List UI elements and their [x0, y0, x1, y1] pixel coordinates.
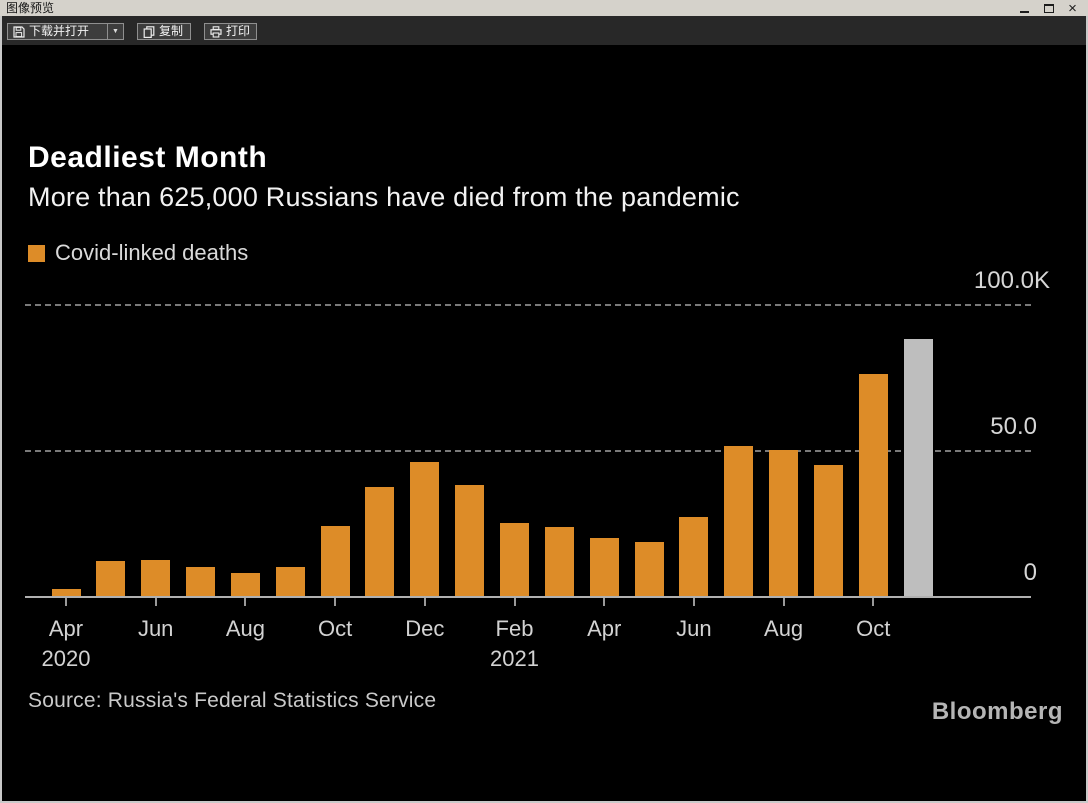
x-tick-year: 2021 [490, 646, 539, 671]
x-tick [782, 598, 785, 606]
print-label: 打印 [226, 24, 251, 38]
print-button[interactable]: 打印 [204, 23, 257, 40]
titlebar[interactable]: 图像预览 × [0, 0, 1088, 16]
close-icon: × [1068, 0, 1077, 17]
bar [769, 450, 799, 596]
minimize-icon [1020, 10, 1029, 13]
x-tick [244, 598, 247, 606]
x-tick-label: Aug [764, 616, 804, 641]
bar [813, 465, 843, 596]
x-tick-label: Jun [137, 616, 174, 641]
toolbar: 下载并打开 ▼ 复制 打印 [2, 16, 1086, 45]
legend-swatch [28, 244, 45, 262]
x-tick [154, 598, 157, 606]
save-icon [13, 25, 25, 38]
x-tick [692, 598, 695, 606]
window-title: 图像预览 [6, 1, 55, 15]
bar [858, 374, 888, 596]
y-axis-label: 0 [1023, 559, 1037, 586]
bar [455, 485, 485, 596]
x-tick-label: Aug [225, 616, 265, 641]
chart-title: Deadliest Month [28, 141, 268, 174]
legend-label: Covid-linked deaths [55, 240, 249, 265]
maximize-icon [1043, 3, 1054, 13]
bar [365, 486, 395, 596]
bar [410, 462, 440, 596]
bar [500, 522, 529, 596]
x-tick-label: Dec [405, 616, 445, 641]
bar [51, 588, 81, 596]
bar [679, 517, 709, 596]
bar [589, 537, 619, 596]
x-tick-label: Jun [676, 616, 712, 641]
print-icon [210, 25, 222, 38]
copy-label: 复制 [159, 24, 184, 38]
download-open-button[interactable]: 下载并打开 [7, 23, 108, 40]
x-tick [334, 598, 337, 606]
x-tick [65, 598, 67, 606]
maximize-button[interactable] [1042, 2, 1055, 15]
window-frame: 下载并打开 ▼ 复制 打印 Deadl [0, 16, 1088, 803]
x-tick-year: 2020 [41, 646, 91, 671]
x-tick-label: Apr [587, 616, 622, 641]
gridline [25, 450, 1031, 452]
download-open-label: 下载并打开 [29, 24, 90, 38]
bar [634, 541, 664, 596]
chevron-down-icon: ▼ [112, 28, 119, 35]
close-button[interactable]: × [1066, 0, 1079, 17]
bloomberg-logo: Bloomberg [931, 698, 1063, 725]
x-tick [423, 598, 426, 606]
x-tick-label: Apr [48, 616, 84, 641]
window-controls: × [1018, 0, 1082, 17]
y-axis-label: 100.0K [973, 267, 1050, 294]
y-axis-label: 50.0 [990, 413, 1037, 440]
bar [96, 560, 126, 596]
bar [724, 445, 754, 596]
bar [275, 566, 305, 596]
x-tick [513, 598, 516, 606]
download-dropdown-button[interactable]: ▼ [107, 23, 124, 40]
gridline [25, 304, 1031, 306]
x-axis-baseline [25, 596, 1031, 598]
highlighted-bar [903, 339, 933, 596]
chart-image: Deadliest Month More than 625,000 Russia… [2, 45, 1086, 801]
x-tick-label: Feb [495, 616, 534, 641]
x-tick-label: Oct [317, 616, 353, 641]
copy-icon [143, 25, 155, 38]
x-tick [603, 598, 606, 606]
bar [141, 560, 171, 596]
x-tick [872, 598, 875, 606]
legend: Covid-linked deaths [28, 240, 248, 266]
bar [544, 526, 574, 596]
source-text: Source: Russia's Federal Statistics Serv… [28, 689, 437, 712]
minimize-button[interactable] [1018, 2, 1031, 15]
bar [230, 572, 260, 596]
chart-subtitle: More than 625,000 Russians have died fro… [28, 182, 740, 212]
x-tick-label: Oct [856, 616, 891, 641]
bar [320, 525, 350, 596]
copy-button[interactable]: 复制 [137, 23, 191, 40]
bar [186, 566, 216, 596]
